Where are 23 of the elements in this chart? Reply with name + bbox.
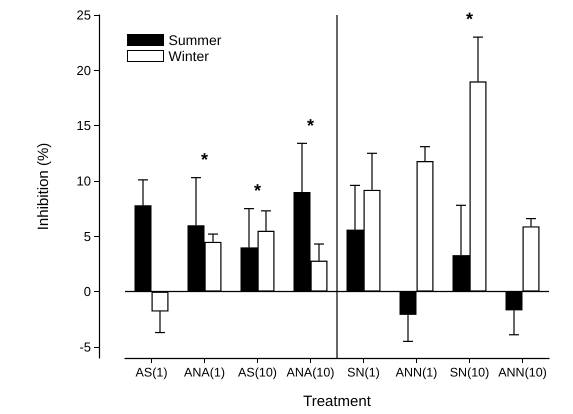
x-tick-label: ANA(1): [184, 366, 225, 380]
y-tick-label: 25: [76, 8, 91, 22]
annotation: *: [200, 150, 208, 170]
y-tick-label: 20: [76, 62, 91, 78]
x-tick-label: AS(1): [136, 366, 168, 380]
y-tick-label: 10: [76, 173, 91, 188]
y-tick-label: 0: [84, 284, 91, 300]
y-tick-label: 5: [84, 228, 91, 244]
annotation: *: [466, 9, 474, 30]
x-axis-title: Treatment: [303, 393, 372, 410]
y-tick-label: -5: [79, 339, 91, 354]
x-tick-label: SN(10): [450, 366, 490, 380]
x-tick-label: SN(1): [347, 366, 380, 380]
legend-label: Winter: [168, 48, 210, 64]
annotation: *: [254, 180, 262, 201]
x-tick-label: ANN(1): [396, 366, 438, 380]
x-tick-label: AS(10): [238, 366, 277, 380]
y-tick-label: 15: [76, 118, 91, 134]
x-tick-label: ANA(10): [286, 366, 334, 380]
legend-label: Summer: [168, 32, 222, 48]
x-tick-label: ANN(10): [498, 366, 547, 380]
annotation: *: [306, 115, 314, 136]
y-axis-title: Inhibition (%): [35, 142, 52, 230]
